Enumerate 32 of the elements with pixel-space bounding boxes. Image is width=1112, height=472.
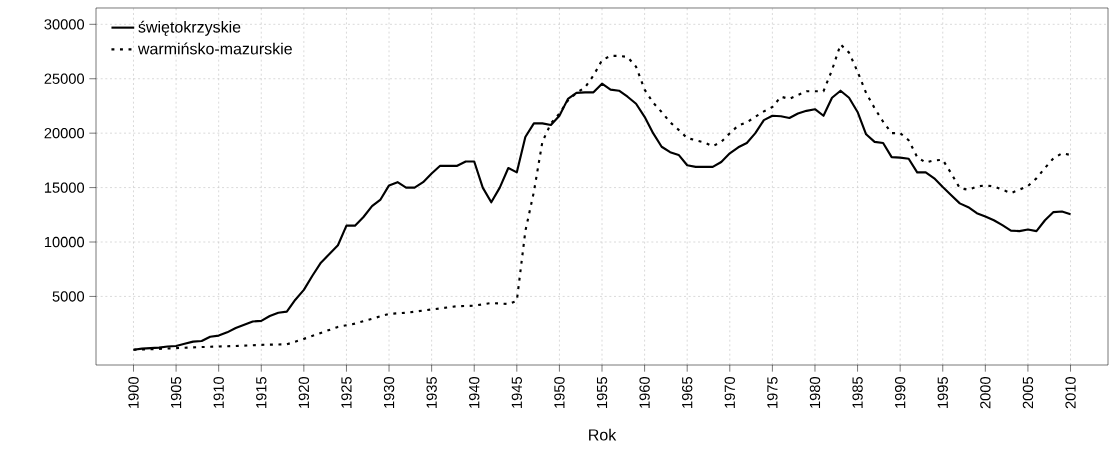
x-tick-label: 1985 — [852, 377, 863, 408]
y-tick-label: 10000 — [44, 236, 85, 248]
x-tick-label: 1955 — [596, 377, 608, 408]
x-tick-label: 1960 — [639, 376, 650, 408]
x-tick-label: 2010 — [1065, 376, 1076, 409]
x-tick-label: 1900 — [128, 376, 139, 408]
x-tick-label: 1915 — [256, 377, 267, 408]
x-tick-label: 1980 — [809, 376, 821, 408]
x-tick-label: 1945 — [511, 377, 523, 408]
y-tick-label: 15000 — [44, 182, 85, 193]
y-tick-label: 20000 — [44, 127, 85, 139]
legend-label: świętokrzyskie — [138, 20, 241, 36]
x-tick-label: 1990 — [894, 376, 906, 408]
x-tick-label: 1975 — [767, 377, 778, 408]
x-tick-label: 2005 — [1022, 377, 1034, 409]
x-tick-label: 1935 — [426, 377, 437, 408]
y-tick-label: 30000 — [44, 19, 85, 30]
x-tick-label: 1905 — [170, 377, 182, 408]
x-tick-label: 2000 — [980, 376, 991, 409]
y-tick-label: 5000 — [52, 291, 85, 302]
x-axis-title: Rok — [589, 428, 617, 441]
y-tick-label: 25000 — [44, 73, 85, 84]
x-tick-label: 1925 — [341, 377, 352, 408]
x-tick-label: 1930 — [383, 376, 395, 408]
x-tick-label: 1910 — [213, 376, 224, 408]
legend-label: warmińsko-mazurskie — [137, 42, 292, 55]
x-tick-label: 1940 — [469, 376, 480, 408]
x-tick-label: 1995 — [937, 377, 948, 408]
x-tick-label: 1970 — [724, 376, 735, 408]
x-tick-label: 1950 — [554, 376, 565, 408]
x-tick-label: 1920 — [298, 376, 310, 408]
x-tick-label: 1965 — [682, 377, 693, 408]
